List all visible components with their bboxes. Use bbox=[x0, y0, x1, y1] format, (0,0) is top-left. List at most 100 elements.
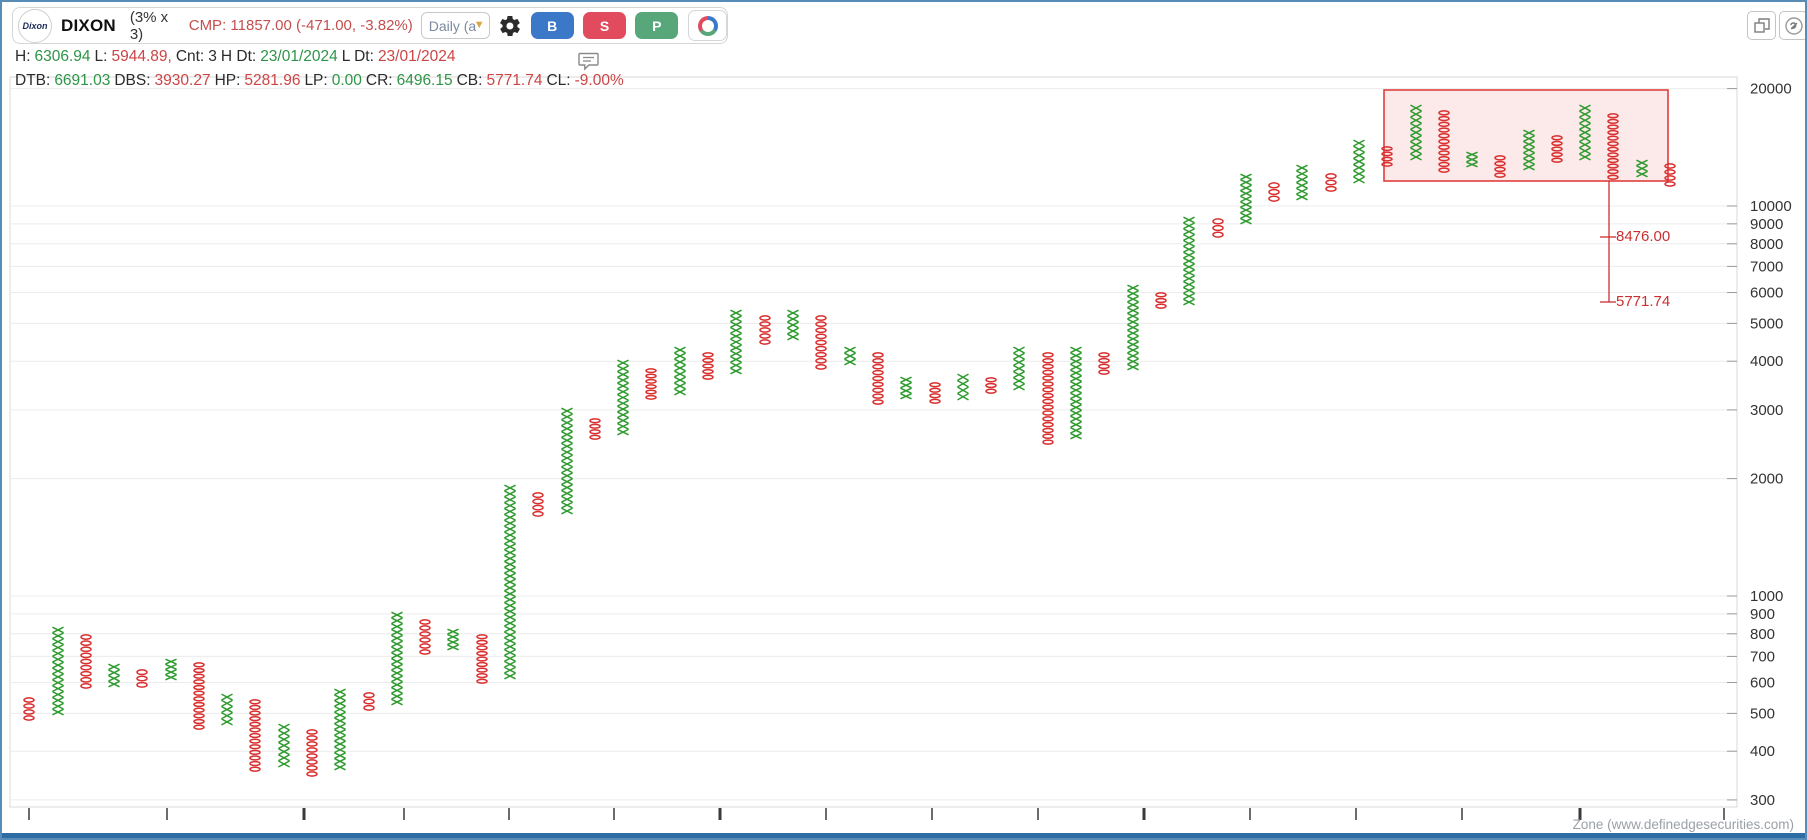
pnf-x-box bbox=[504, 608, 516, 615]
pnf-x-box bbox=[1523, 158, 1535, 165]
measure-level-label: 5771.74 bbox=[1616, 293, 1670, 310]
pnf-x-box bbox=[1636, 165, 1648, 172]
pnf-x-box bbox=[504, 537, 516, 545]
measure-level-label: 8476.00 bbox=[1616, 228, 1670, 245]
y-axis-label: 900 bbox=[1750, 606, 1775, 623]
top-right-icon-group bbox=[1744, 11, 1805, 40]
pnf-x-box bbox=[900, 393, 912, 400]
pnf-o-box bbox=[1607, 168, 1619, 175]
pnf-o-box bbox=[1381, 146, 1393, 152]
pnf-o-box bbox=[1098, 369, 1110, 375]
info-token: L Dt: bbox=[341, 48, 374, 65]
pnf-o-box bbox=[80, 676, 92, 683]
pnf-x-box bbox=[504, 525, 516, 533]
pnf-x-box bbox=[504, 572, 516, 580]
pnf-x-box bbox=[504, 490, 516, 498]
pnf-o-box bbox=[929, 398, 941, 404]
pnf-o-box bbox=[1042, 398, 1054, 405]
pnf-o-box bbox=[1438, 167, 1450, 173]
settings-gear-icon[interactable] bbox=[498, 14, 522, 38]
comment-bubble-icon[interactable] bbox=[578, 52, 600, 76]
pnf-x-box bbox=[730, 309, 742, 317]
pnf-o-box bbox=[872, 399, 884, 405]
pnf-o-box bbox=[1607, 152, 1619, 158]
pnf-x-box bbox=[1127, 363, 1139, 371]
pnf-x-box bbox=[504, 631, 516, 639]
pnf-x-box bbox=[1410, 116, 1422, 124]
pnf-o-box bbox=[306, 771, 318, 777]
pnf-o-box bbox=[193, 707, 205, 713]
pnf-x-box bbox=[1070, 427, 1082, 434]
plot-border bbox=[9, 76, 1738, 808]
pattern-button[interactable]: P bbox=[635, 12, 679, 39]
pnf-x-box bbox=[617, 417, 629, 424]
pnf-x-box bbox=[52, 638, 64, 645]
pnf-x-box bbox=[504, 566, 516, 574]
pnf-x-box bbox=[334, 688, 346, 696]
pnf-o-box bbox=[1042, 410, 1054, 416]
pnf-x-box bbox=[165, 674, 177, 681]
pnf-x-box bbox=[730, 344, 742, 352]
pnf-x-box bbox=[334, 717, 346, 725]
pnf-o-box bbox=[815, 345, 827, 352]
pnf-x-box bbox=[1579, 129, 1591, 136]
pnf-x-box bbox=[1183, 287, 1195, 294]
buy-button[interactable]: B bbox=[530, 12, 574, 39]
pnf-o-box bbox=[645, 378, 657, 384]
pnf-x-box bbox=[730, 362, 742, 369]
pnf-x-box bbox=[504, 649, 516, 656]
pnf-o-box bbox=[419, 643, 431, 649]
pnf-x-box bbox=[1410, 135, 1422, 143]
pnf-x-box bbox=[787, 333, 799, 341]
pnf-o-box bbox=[476, 650, 488, 657]
pnf-o-box bbox=[759, 327, 771, 333]
windows-layout-icon[interactable] bbox=[1747, 11, 1776, 40]
pnf-x-box bbox=[1579, 104, 1591, 112]
pnf-x-box bbox=[1183, 257, 1195, 265]
pnf-x-box bbox=[1127, 341, 1139, 348]
sell-button[interactable]: S bbox=[582, 12, 627, 39]
pnf-x-box bbox=[561, 472, 573, 480]
pnf-x-box bbox=[730, 327, 742, 334]
pnf-x-box bbox=[1013, 346, 1025, 354]
pnf-o-box bbox=[1438, 138, 1450, 145]
pnf-x-box bbox=[844, 352, 856, 360]
pnf-o-box bbox=[363, 698, 375, 705]
pnf-o-box bbox=[249, 721, 261, 727]
pnf-o-box bbox=[306, 735, 318, 741]
pnf-x-box bbox=[1240, 184, 1252, 192]
pnf-o-box bbox=[1607, 113, 1619, 119]
pnf-x-box bbox=[1183, 281, 1195, 288]
pnf-x-box bbox=[1636, 159, 1648, 167]
pnf-o-box bbox=[1607, 118, 1619, 125]
y-axis-label: 700 bbox=[1750, 648, 1775, 665]
pnf-x-box bbox=[561, 437, 573, 444]
pnf-x-box bbox=[787, 321, 799, 329]
pnf-o-box bbox=[1325, 185, 1337, 192]
y-axis-label: 800 bbox=[1750, 626, 1775, 643]
analysis-circle-button[interactable] bbox=[688, 10, 728, 41]
pnf-x-box bbox=[1183, 245, 1195, 253]
pnf-x-box bbox=[334, 723, 346, 730]
pnf-o-box bbox=[363, 704, 375, 711]
y-axis-label: 20000 bbox=[1750, 81, 1792, 98]
pnf-x-box bbox=[391, 658, 403, 665]
pnf-x-box bbox=[278, 754, 290, 762]
pnf-o-box bbox=[1042, 404, 1054, 410]
y-axis-label: 600 bbox=[1750, 675, 1775, 692]
pnf-x-box bbox=[674, 358, 686, 366]
pnf-x-box bbox=[334, 763, 346, 771]
info-token: 0.00 bbox=[331, 72, 362, 89]
pnf-x-box bbox=[504, 655, 516, 662]
highlight-zone-box[interactable] bbox=[1383, 89, 1669, 182]
clear-drawings-icon[interactable] bbox=[1779, 11, 1805, 40]
pnf-x-box bbox=[108, 669, 120, 676]
pnf-o-box bbox=[193, 684, 205, 691]
timeframe-dropdown[interactable]: Daily (a ▼ bbox=[420, 12, 490, 39]
pnf-x-box bbox=[52, 655, 64, 663]
pnf-x-box bbox=[1410, 129, 1422, 136]
pnf-x-box bbox=[1353, 176, 1365, 184]
info-token: Cnt: bbox=[175, 48, 205, 65]
